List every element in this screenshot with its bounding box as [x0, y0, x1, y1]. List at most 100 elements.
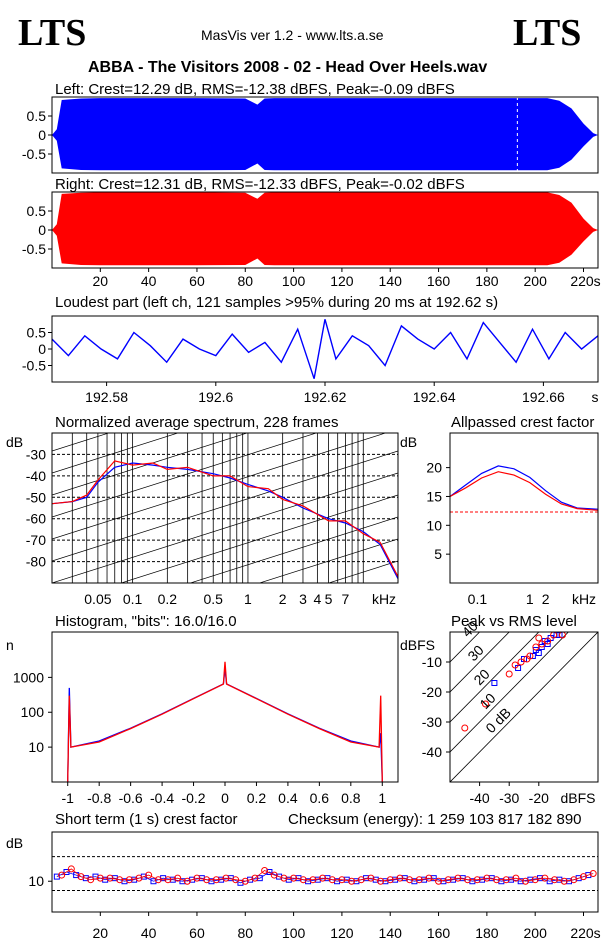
x-tick-label: 0.2 — [158, 591, 178, 607]
crest-series-line — [449, 471, 599, 511]
histogram-series-line — [67, 661, 383, 783]
allpassed-frame — [449, 432, 599, 584]
slope-line — [120, 494, 398, 583]
y-tick-label: 0 — [38, 127, 46, 143]
slope-line — [52, 450, 398, 562]
y-tick-label: -30 — [26, 446, 46, 462]
x-tick-label: 1 — [378, 790, 386, 806]
scatter-point — [529, 653, 536, 659]
scatter-point — [491, 680, 498, 686]
scatter-point — [232, 876, 240, 884]
scatter-point — [251, 874, 259, 882]
x-tick-label: 0.6 — [310, 790, 330, 806]
y-tick-label: -10 — [422, 654, 442, 670]
slope-line — [327, 560, 398, 583]
scatter-point — [551, 876, 559, 884]
x-tick-label: 2 — [279, 591, 287, 607]
x-tick-label: 220s — [570, 925, 600, 941]
scatter-point — [290, 874, 298, 882]
y-tick-label: -0.5 — [22, 358, 46, 374]
x-tick-label: 120 — [330, 925, 354, 941]
x-tick-label: 0 — [221, 790, 229, 806]
x-tick-label: 192.58 — [85, 389, 128, 405]
y-tick-label: 0 — [38, 341, 46, 357]
scatter-point — [164, 876, 172, 884]
scatter-point — [580, 873, 588, 881]
scatter-point — [517, 658, 525, 666]
scatter-point — [538, 640, 546, 648]
x-tick-label: -20 — [529, 790, 549, 806]
scatter-point — [531, 876, 539, 884]
diagonal-label: 40 — [459, 618, 481, 640]
x-tick-label: 1 — [244, 591, 252, 607]
diagonal-lines — [450, 632, 598, 782]
scatter-point — [541, 874, 549, 882]
crest-series-line — [449, 465, 599, 510]
y-axis-label: dB — [6, 434, 23, 450]
scatter-point — [396, 874, 404, 882]
y-tick-label: 0 — [38, 222, 46, 238]
x-tick-label: 5 — [325, 591, 333, 607]
x-tick-label: 200 — [524, 273, 548, 289]
x-tick-label: 192.62 — [304, 389, 347, 405]
y-tick-label: -70 — [26, 532, 46, 548]
x-tick-label: 3 — [299, 591, 307, 607]
scatter-point — [406, 876, 414, 884]
diagonal-line — [450, 632, 598, 782]
x-tick-label: 2 — [542, 591, 550, 607]
y-tick-label: -50 — [26, 489, 46, 505]
x-tick-label: 140 — [379, 925, 403, 941]
scatter-point — [532, 647, 539, 653]
x-tick-label: 140 — [379, 273, 403, 289]
x-tick-label: 0.1 — [123, 591, 143, 607]
slope-line — [52, 433, 249, 496]
x-tick-label: 100 — [282, 925, 306, 941]
y-tick-label: -60 — [26, 511, 46, 527]
scatter-point — [183, 877, 191, 885]
x-tick-label: 20 — [93, 273, 109, 289]
x-tick-label: 180 — [475, 925, 499, 941]
x-tick-label: 180 — [475, 273, 499, 289]
slope-line — [52, 433, 179, 474]
scatter-point — [367, 874, 375, 882]
scatter-point — [482, 700, 490, 708]
y-tick-label: 1000 — [13, 669, 44, 685]
x-tick-label: -0.6 — [119, 790, 143, 806]
y-tick-label: 10 — [28, 739, 44, 755]
scatter-point — [63, 869, 70, 875]
x-tick-label: 60 — [189, 925, 205, 941]
scatter-point — [319, 874, 327, 882]
y-tick-label: 10 — [28, 873, 44, 889]
scatter-point — [430, 875, 437, 882]
scatter-point — [425, 874, 433, 882]
scatter-point — [270, 871, 278, 879]
y-tick-label: -0.5 — [22, 241, 46, 257]
loudest-waveform — [51, 319, 599, 379]
scatter-point — [532, 643, 540, 651]
scatter-point — [511, 661, 519, 669]
scatter-point — [145, 871, 153, 879]
scatter-point — [174, 874, 182, 882]
y-tick-label: -20 — [422, 684, 442, 700]
diagonal-line — [450, 632, 510, 693]
left-wave-title: Left: Crest=12.29 dB, RMS=-12.38 dBFS, P… — [55, 81, 455, 98]
y-tick-label: 100 — [21, 704, 45, 720]
x-tick-label: 0.4 — [278, 790, 298, 806]
waveform-envelope — [52, 98, 598, 171]
waveform-envelope — [52, 192, 598, 266]
scatter-point — [464, 876, 472, 884]
slope-line — [52, 433, 387, 540]
scatter-point — [505, 670, 513, 678]
scatter-point — [299, 876, 307, 884]
diagonal-line — [450, 632, 481, 663]
scatter-point — [523, 655, 531, 663]
x-tick-label: -0.4 — [150, 790, 174, 806]
slope-line — [52, 433, 318, 518]
y-tick-label: -30 — [422, 714, 442, 730]
y-tick-label: 20 — [426, 460, 442, 476]
x-tick-label: 160 — [427, 925, 451, 941]
histogram-title: Histogram, "bits": 16.0/16.0 — [55, 613, 237, 630]
slope-line — [52, 472, 398, 583]
short-crest-frame — [51, 831, 599, 913]
scatter-point — [435, 877, 443, 885]
